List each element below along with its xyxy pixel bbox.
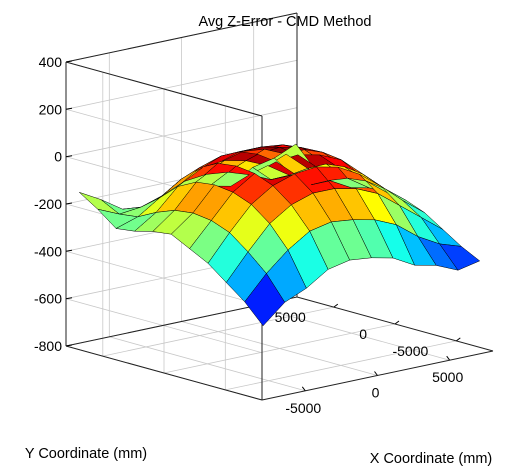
- z-tick-label: -600: [34, 291, 62, 307]
- z-tick-mark: [65, 60, 73, 63]
- x-tick-label: 0: [372, 385, 380, 401]
- grid-line: [225, 340, 457, 391]
- y-tick-label: 0: [359, 326, 367, 342]
- x-tick-mark: [446, 355, 451, 361]
- z-tick-mark: [65, 297, 73, 300]
- grid-line: [102, 306, 334, 357]
- z-tick-label: -800: [34, 338, 62, 354]
- chart-title: Avg Z-Error - CMD Method: [199, 14, 372, 30]
- surface-patch: [244, 273, 286, 327]
- z-tick-label: 0: [54, 149, 62, 165]
- y-tick-mark: [394, 320, 400, 325]
- z-tick-label: -400: [34, 243, 62, 259]
- z-tick-mark: [65, 107, 73, 110]
- y-axis-label: Y Coordinate (mm): [25, 446, 147, 462]
- tick-labels: -800-600-400-2000200400-500005000-500005…: [34, 54, 464, 416]
- z-tick-mark: [65, 344, 73, 347]
- y-tick-label: 5000: [275, 309, 306, 325]
- x-tick-label: 5000: [432, 369, 463, 385]
- z-tick-mark: [65, 249, 73, 252]
- x-tick-mark: [301, 386, 306, 392]
- z-tick-label: 200: [39, 101, 63, 117]
- x-tick-label: -5000: [285, 400, 321, 416]
- x-axis-label: X Coordinate (mm): [370, 451, 492, 467]
- box-edge: [65, 345, 263, 401]
- y-tick-mark: [333, 303, 339, 308]
- z-tick-label: 400: [39, 54, 63, 70]
- y-tick-label: -5000: [392, 343, 428, 359]
- box-edge: [65, 61, 263, 117]
- grid-line: [163, 323, 396, 374]
- surface-patch: [439, 243, 481, 271]
- z-tick-mark: [65, 202, 73, 205]
- y-tick-mark: [455, 337, 461, 342]
- surface-patch: [115, 212, 157, 232]
- x-tick-mark: [374, 371, 378, 376]
- z-tick-mark: [65, 155, 73, 158]
- z-tick-label: -200: [34, 196, 62, 212]
- surface-mesh: [79, 143, 481, 327]
- box-edge: [65, 12, 298, 63]
